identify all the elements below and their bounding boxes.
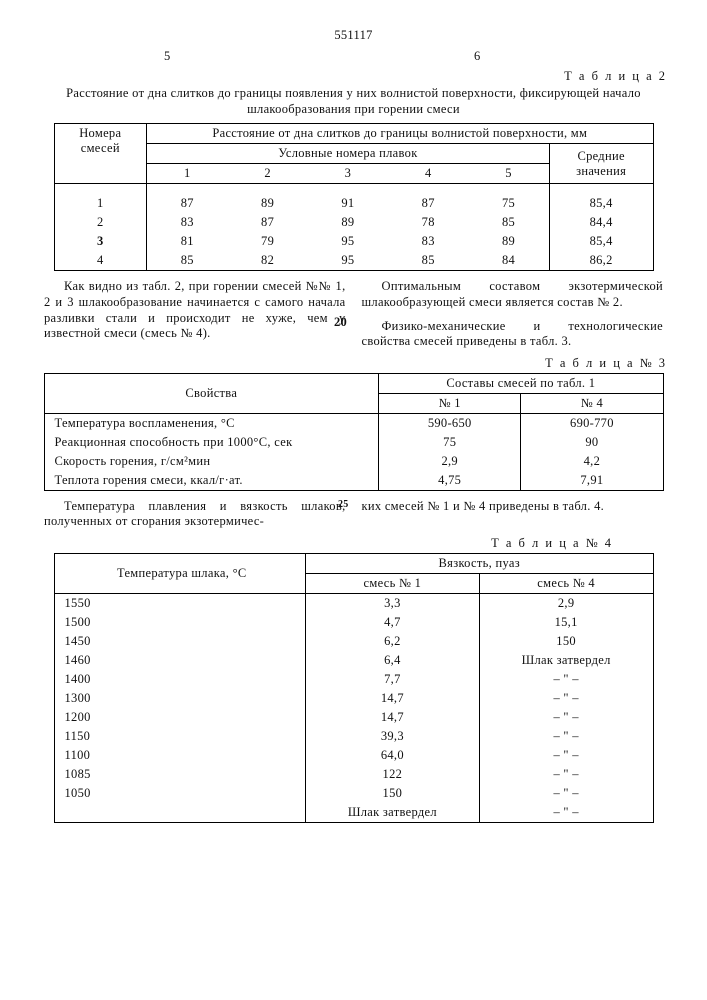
para2-left: Температура плавления и вязкость шлаков,… — [44, 499, 346, 530]
t2-h-sub-left: Условные номера плавок — [147, 144, 550, 164]
table-row: Теплота горения смеси, ккал/г·ат. 4,75 7… — [44, 471, 663, 491]
doc-number: 551117 — [34, 28, 673, 43]
table-row: 4 85 82 95 85 84 86,2 — [54, 251, 653, 271]
para-right-1: Оптимальным составом экзотермической шла… — [362, 279, 664, 310]
t3-h-c1: № 1 — [379, 393, 521, 413]
table2-caption: Расстояние от дна слитков до границы поя… — [64, 86, 643, 117]
t4-h-m2: смесь № 4 — [479, 574, 653, 594]
table3-label: Т а б л и ц а № 3 — [34, 356, 667, 371]
table-row: Температура воспламенения, °С 590-650 69… — [44, 413, 663, 433]
column-numbers: 5 6 — [34, 49, 673, 65]
t2-col-2: 2 — [227, 164, 307, 184]
table2-label: Т а б л и ц а 2 — [34, 69, 667, 84]
table-2: Номера смесей Расстояние от дна слитков … — [54, 123, 654, 271]
t2-h-left: Номера смесей — [54, 124, 147, 184]
para-right-2: Физико-механические и технологические св… — [362, 319, 664, 350]
para-left-1: Как видно из табл. 2, при горении смесей… — [44, 279, 346, 350]
table-row: 15503,32,9 — [54, 594, 653, 614]
t3-h-comp: Составы смесей по табл. 1 — [379, 373, 663, 393]
table-row: Шлак затвердел– " – — [54, 803, 653, 823]
table-row: 1085122– " – — [54, 765, 653, 784]
table-row: 14007,7– " – — [54, 670, 653, 689]
t4-h-m1: смесь № 1 — [306, 574, 480, 594]
table-row: 15004,715,1 — [54, 613, 653, 632]
col-6: 6 — [474, 49, 481, 64]
table-row: 130014,7– " – — [54, 689, 653, 708]
t2-col-1: 1 — [147, 164, 228, 184]
table-row: 1050150– " – — [54, 784, 653, 803]
t2-col-4: 4 — [388, 164, 468, 184]
table-row: 115039,3– " – — [54, 727, 653, 746]
table-row: 1 87 89 91 87 75 85,4 — [54, 194, 653, 213]
table-row: Скорость горения, г/см²мин 2,9 4,2 — [44, 452, 663, 471]
col-5: 5 — [164, 49, 171, 64]
line-25: 25 — [338, 499, 349, 510]
table-row: 3 81 79 95 83 89 85,4 — [54, 232, 653, 251]
table-row: 14506,2150 — [54, 632, 653, 651]
t4-h-temp: Температура шлака, °С — [54, 554, 306, 594]
table-row: Реакционная способность при 1000°С, сек … — [44, 433, 663, 452]
table-4: Температура шлака, °С Вязкость, пуаз сме… — [54, 553, 654, 823]
table-row: 14606,4Шлак затвердел — [54, 651, 653, 670]
table-3: Свойства Составы смесей по табл. 1 № 1 №… — [44, 373, 664, 491]
table-row: 110064,0– " – — [54, 746, 653, 765]
t2-h-right: Расстояние от дна слитков до границы вол… — [147, 124, 653, 144]
t2-h-sub-right: Средние значения — [549, 144, 653, 184]
table-row: 120014,7– " – — [54, 708, 653, 727]
line-20: 20 — [334, 315, 347, 330]
t3-h-c2: № 4 — [521, 393, 663, 413]
t4-h-visc: Вязкость, пуаз — [306, 554, 654, 574]
t2-col-5: 5 — [468, 164, 549, 184]
t3-h-prop: Свойства — [44, 373, 379, 413]
t2-col-3: 3 — [308, 164, 388, 184]
table4-label: Т а б л и ц а № 4 — [34, 536, 613, 551]
para2-right: ких смесей № 1 и № 4 приведены в табл. 4… — [362, 499, 664, 530]
table-row: 2 83 87 89 78 85 84,4 — [54, 213, 653, 232]
